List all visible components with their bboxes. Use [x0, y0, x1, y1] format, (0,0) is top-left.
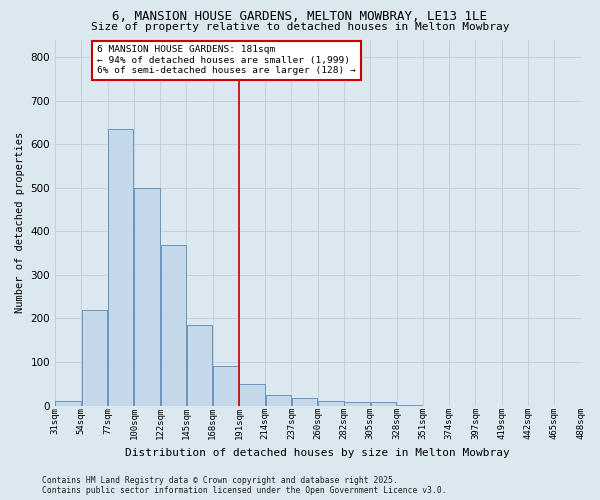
Bar: [82, 310, 107, 406]
Bar: [292, 398, 317, 406]
Bar: [161, 244, 186, 406]
Text: Size of property relative to detached houses in Melton Mowbray: Size of property relative to detached ho…: [91, 22, 509, 32]
Bar: [397, 404, 422, 406]
Bar: [371, 402, 396, 406]
Bar: [344, 402, 370, 406]
Bar: [187, 325, 212, 406]
X-axis label: Distribution of detached houses by size in Melton Mowbray: Distribution of detached houses by size …: [125, 448, 510, 458]
Bar: [318, 401, 344, 406]
Bar: [134, 188, 160, 406]
Text: 6, MANSION HOUSE GARDENS, MELTON MOWBRAY, LE13 1LE: 6, MANSION HOUSE GARDENS, MELTON MOWBRAY…: [113, 10, 487, 23]
Bar: [55, 401, 81, 406]
Bar: [108, 129, 133, 406]
Bar: [213, 366, 239, 406]
Y-axis label: Number of detached properties: Number of detached properties: [15, 132, 25, 314]
Bar: [266, 394, 291, 406]
Text: 6 MANSION HOUSE GARDENS: 181sqm
← 94% of detached houses are smaller (1,999)
6% : 6 MANSION HOUSE GARDENS: 181sqm ← 94% of…: [97, 46, 356, 76]
Bar: [239, 384, 265, 406]
Text: Contains HM Land Registry data © Crown copyright and database right 2025.
Contai: Contains HM Land Registry data © Crown c…: [42, 476, 446, 495]
